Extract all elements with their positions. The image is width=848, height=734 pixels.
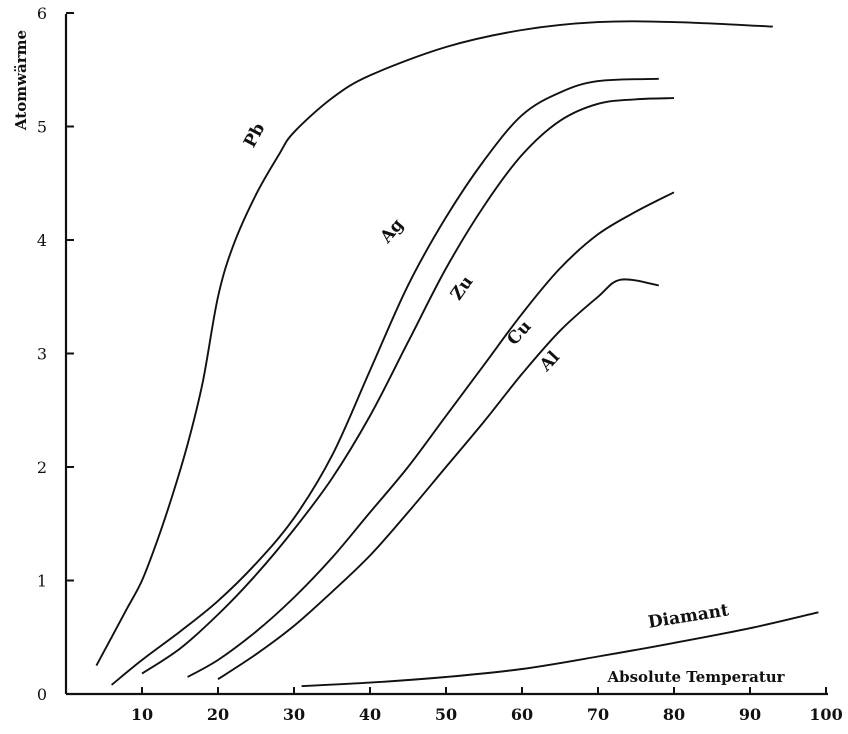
x-tick-label: 60 bbox=[511, 705, 533, 724]
x-tick-label: 40 bbox=[359, 705, 381, 724]
y-tick-label: 4 bbox=[37, 231, 47, 250]
x-tick-label: 20 bbox=[207, 705, 229, 724]
x-tick-label: 70 bbox=[587, 705, 609, 724]
axes-layer bbox=[64, 14, 828, 696]
y-axis-title: Atomwärme bbox=[12, 30, 30, 131]
series-line-ag bbox=[111, 77, 659, 686]
series-line-al bbox=[217, 278, 659, 680]
y-tick-label: 5 bbox=[37, 118, 47, 137]
y-tick-label: 3 bbox=[37, 345, 47, 364]
series-label-zu: Zu bbox=[447, 272, 478, 304]
x-tick-label: 30 bbox=[283, 705, 305, 724]
series-label-al: Al bbox=[535, 347, 564, 376]
x-tick-label: 50 bbox=[435, 705, 457, 724]
series-line-cu bbox=[187, 191, 675, 678]
x-tick-label: 90 bbox=[739, 705, 761, 724]
series-label-cu: Cu bbox=[503, 317, 535, 350]
series-label-diamant: Diamant bbox=[647, 600, 731, 633]
y-tick-label: 0 bbox=[37, 685, 47, 704]
series-line-pb bbox=[95, 20, 773, 667]
ticks-layer: 10 20 30 40 50 60 70 80 90 100 0 1 2 3 4 5 6 bbox=[37, 4, 843, 724]
series-label-pb: Pb bbox=[240, 120, 269, 151]
series-line-zu bbox=[141, 97, 675, 675]
series-line-diamant bbox=[301, 611, 819, 688]
x-tick-label: 80 bbox=[663, 705, 685, 724]
y-tick-label: 2 bbox=[37, 458, 47, 477]
y-tick-label: 6 bbox=[37, 4, 47, 23]
y-tick-label: 1 bbox=[37, 572, 47, 591]
series-label-ag: Ag bbox=[376, 215, 408, 248]
x-tick-label: 10 bbox=[131, 705, 153, 724]
x-tick-label: 100 bbox=[809, 705, 842, 724]
labels-layer: Atomwärme Absolute Temperatur bbox=[12, 30, 786, 686]
x-axis-title: Absolute Temperatur bbox=[606, 668, 785, 686]
